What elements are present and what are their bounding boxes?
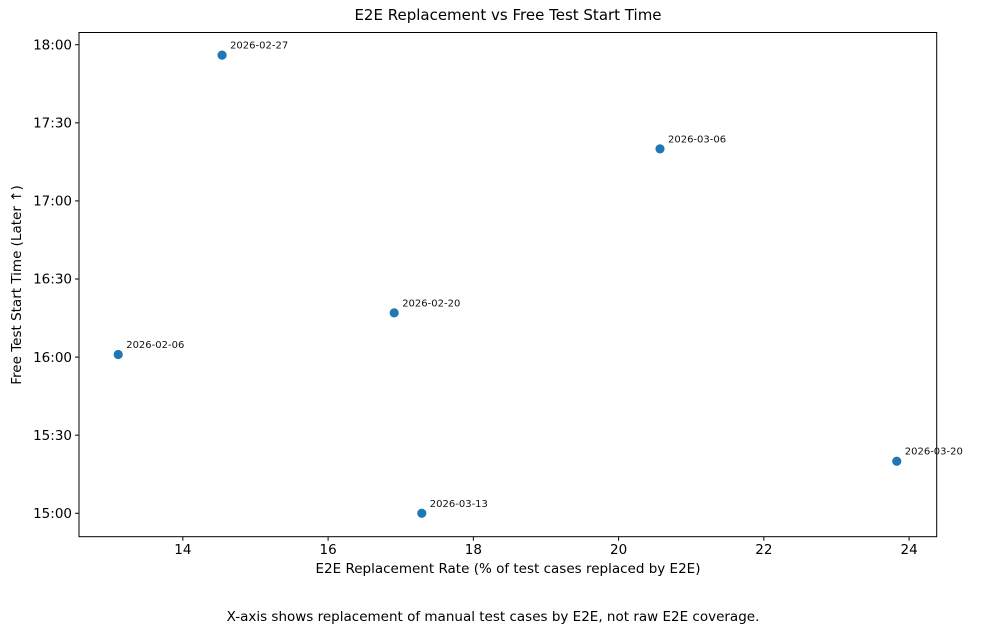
data-point bbox=[113, 349, 123, 360]
x-tick-label: 16 bbox=[320, 542, 337, 558]
plot-area bbox=[78, 32, 938, 538]
chart-title: E2E Replacement vs Free Test Start Time bbox=[354, 6, 662, 24]
x-tick-label: 22 bbox=[755, 542, 772, 558]
y-tick-label: 15:00 bbox=[33, 506, 72, 522]
point-label: 2026-03-06 bbox=[668, 134, 726, 145]
y-tick-label: 18:00 bbox=[33, 37, 72, 53]
point-label: 2026-02-06 bbox=[126, 340, 184, 351]
y-axis-label: Free Test Start Time (Later ↑) bbox=[9, 185, 25, 385]
x-tick-label: 18 bbox=[465, 542, 482, 558]
data-point bbox=[217, 50, 227, 60]
chart-footnote: X-axis shows replacement of manual test … bbox=[226, 609, 760, 625]
data-point bbox=[892, 456, 902, 466]
x-tick-label: 24 bbox=[901, 542, 918, 558]
y-tick-label: 16:30 bbox=[33, 272, 72, 288]
y-tick-label: 16:00 bbox=[33, 350, 72, 366]
x-axis-label: E2E Replacement Rate (% of test cases re… bbox=[315, 561, 701, 577]
point-label: 2026-03-20 bbox=[905, 447, 963, 458]
data-point bbox=[417, 508, 427, 518]
y-tick-label: 15:30 bbox=[33, 428, 72, 444]
y-tick-label: 17:30 bbox=[33, 116, 72, 132]
point-label: 2026-03-13 bbox=[430, 499, 488, 510]
data-point bbox=[655, 144, 665, 154]
x-tick-label: 14 bbox=[174, 542, 191, 558]
x-tick-label: 20 bbox=[610, 542, 627, 558]
y-tick-label: 17:00 bbox=[33, 194, 72, 210]
point-label: 2026-02-27 bbox=[230, 41, 288, 52]
data-point bbox=[389, 308, 399, 318]
point-label: 2026-02-20 bbox=[402, 298, 460, 309]
